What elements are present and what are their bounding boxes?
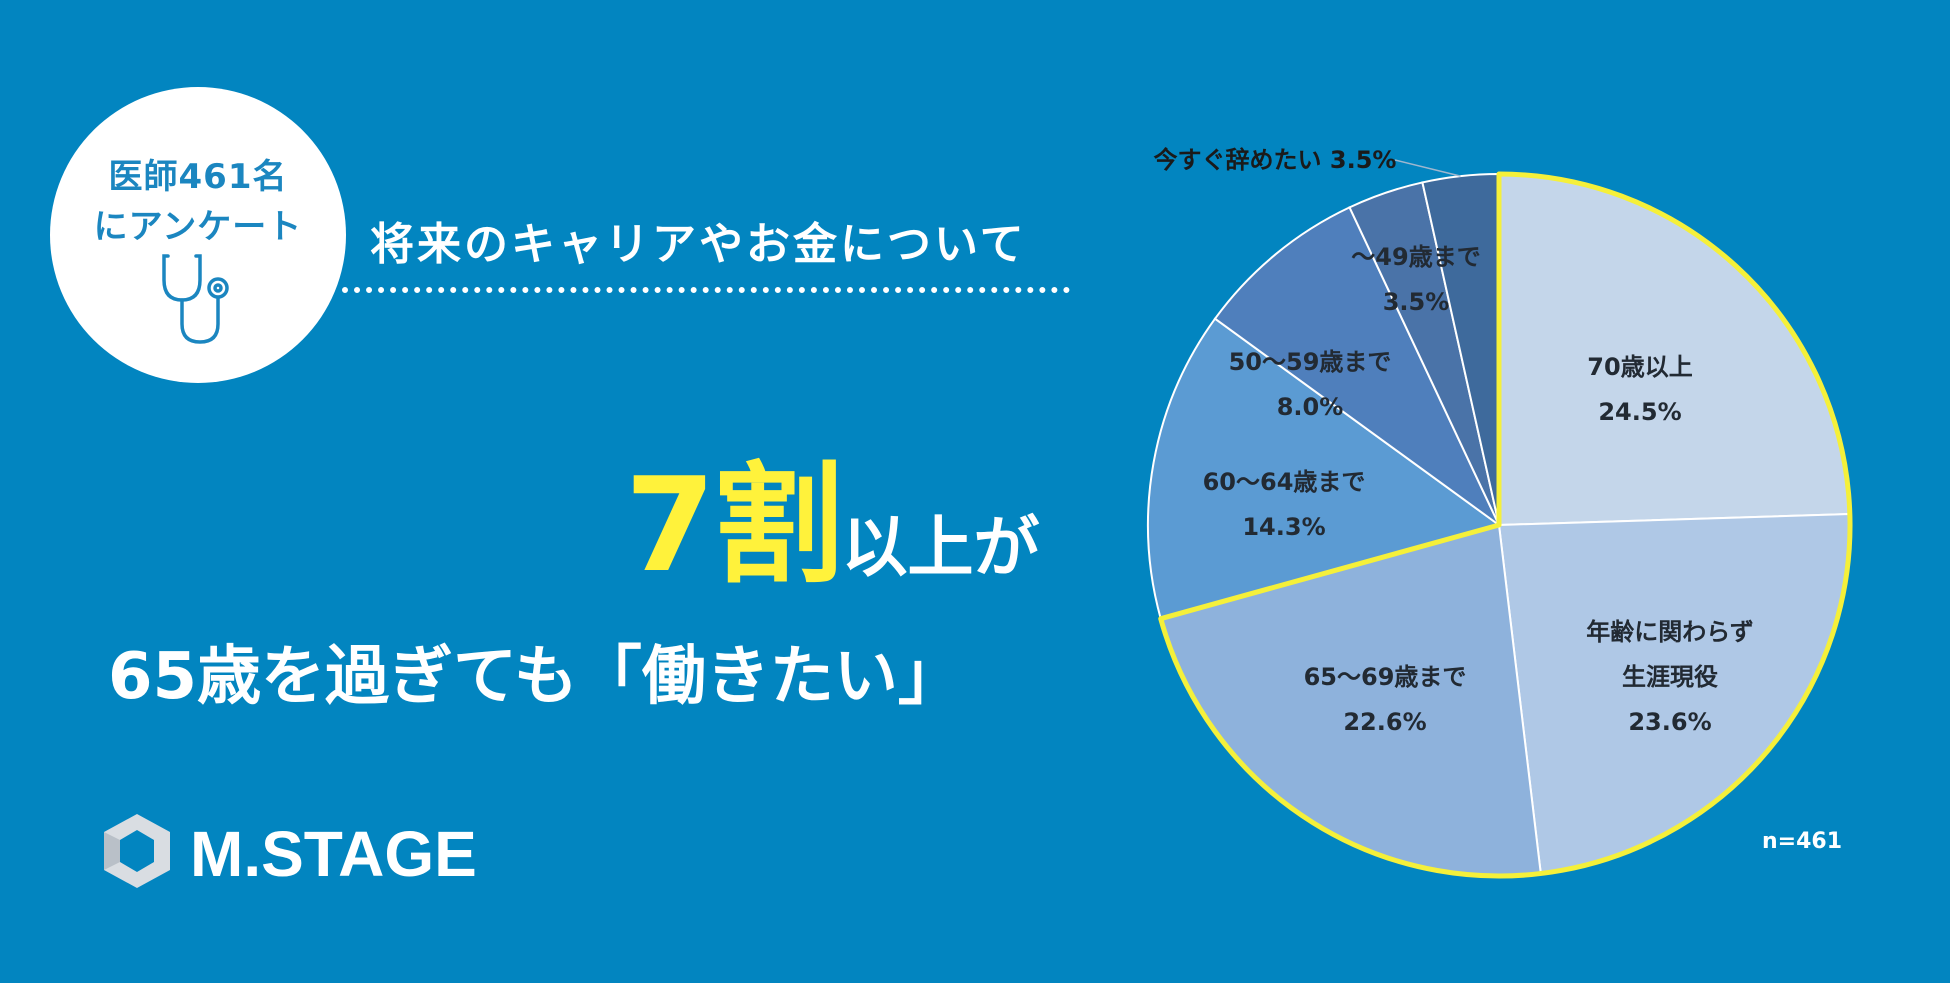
headline-line2: 65歳を過ぎても「働きたい」: [108, 640, 962, 714]
slice-label: 70歳以上 24.5%: [1587, 353, 1692, 426]
sample-size-label: n=461: [1762, 829, 1843, 854]
headline: 7割以上が: [625, 420, 1039, 608]
mstage-logo-text: M.STAGE: [190, 818, 477, 890]
slice-label: 50～59歳まで 8.0%: [1229, 348, 1392, 421]
survey-badge: 医師461名 にアンケート: [50, 87, 346, 383]
headline-small: 以上が: [841, 509, 1040, 586]
leader-line: [1394, 159, 1461, 177]
pie-slice: [1147, 317, 1502, 620]
slice-label: 今すぐ辞めたい 3.5%: [1154, 146, 1397, 174]
dotted-divider: [342, 287, 1070, 293]
badge-title: 医師461名: [108, 157, 288, 197]
highlight-outline: [1158, 171, 1853, 879]
slice-label: 年齢に関わらず生涯現役 23.6%: [1586, 618, 1754, 736]
slice-label: 65～69歳まで 22.6%: [1304, 663, 1467, 736]
pie-slice: [1213, 206, 1500, 526]
mstage-logo-icon: [104, 814, 170, 888]
headline-big: 7割: [625, 449, 843, 601]
badge-subtitle: にアンケート: [93, 207, 303, 247]
slice-label: 60～64歳まで 14.3%: [1203, 468, 1366, 541]
subtitle: 将来のキャリアやお金について: [370, 219, 1027, 270]
pie-slice: [1498, 172, 1851, 527]
stethoscope-icon: [162, 254, 229, 344]
pie-slice: [1497, 512, 1851, 875]
slice-label: ～49歳まで 3.5%: [1351, 243, 1480, 316]
